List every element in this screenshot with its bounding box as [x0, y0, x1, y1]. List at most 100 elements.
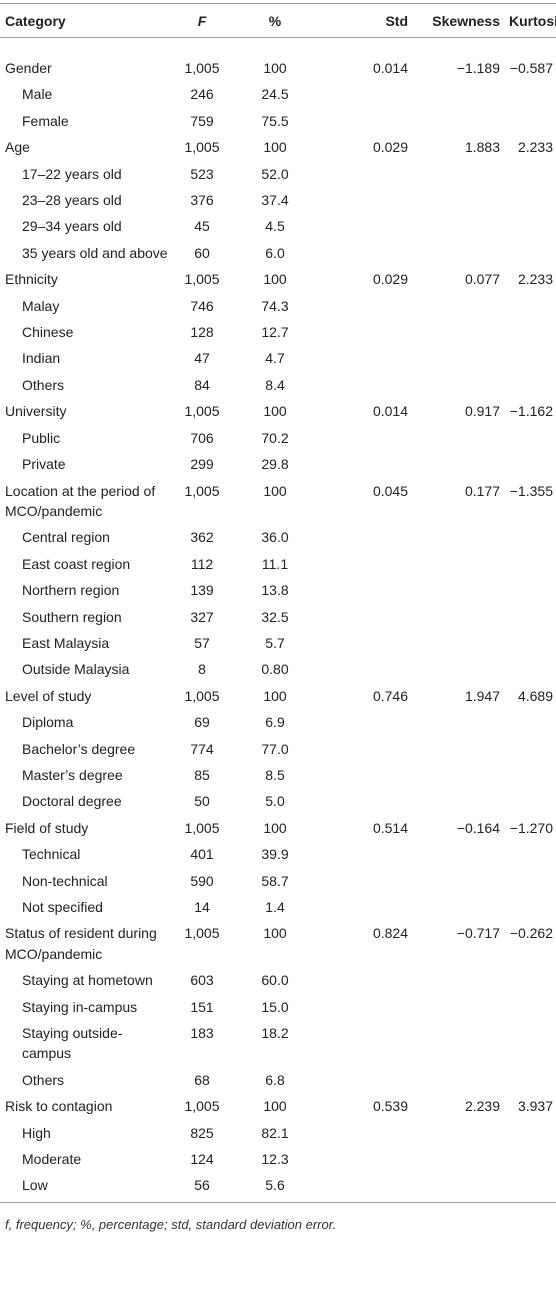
- value-cell: 100: [263, 139, 287, 156]
- empty-cell: [505, 762, 556, 788]
- empty-cell: [505, 894, 556, 920]
- value-cell: 85: [194, 766, 210, 783]
- category-cell: Age: [5, 139, 30, 156]
- item-row: Low 56 5.6: [0, 1172, 556, 1203]
- empty-cell: [505, 108, 556, 134]
- item-row: East Malaysia 57 5.7: [0, 630, 556, 656]
- category-cell: 23–28 years old: [22, 192, 122, 209]
- category-cell: Others: [22, 376, 65, 393]
- empty-cell: [318, 577, 415, 603]
- category-cell: Low: [0, 1172, 172, 1203]
- value-cell: 100: [263, 403, 287, 420]
- category-cell: Moderate: [22, 1151, 82, 1168]
- header-cell: Skewness: [415, 3, 505, 38]
- empty-cell: [415, 577, 505, 603]
- empty-cell: [505, 161, 556, 187]
- value-cell: 8.5: [265, 766, 285, 783]
- group-row: Risk to contagion 1,005 100 0.539 2.239 3.937: [0, 1093, 556, 1119]
- empty-cell: [318, 630, 415, 656]
- value-cell: 759: [190, 112, 214, 129]
- item-row: 17–22 years old 523 52.0: [0, 161, 556, 187]
- empty-cell: [318, 788, 415, 814]
- value-cell: 2.233: [517, 139, 553, 156]
- value-cell: −1.355: [509, 482, 553, 499]
- category-cell: Northern region: [22, 582, 120, 599]
- category-cell: Outside Malaysia: [22, 661, 130, 678]
- category-cell: Bachelor’s degree: [22, 740, 136, 757]
- category-cell: Chinese: [22, 324, 74, 341]
- header-cell: %: [232, 3, 318, 38]
- value-cell: 32.5: [261, 608, 289, 625]
- empty-cell: [318, 319, 415, 345]
- value-cell: 1,005: [184, 139, 220, 156]
- item-row: Chinese 128 12.7: [0, 319, 556, 345]
- empty-cell: [415, 894, 505, 920]
- value-cell: 246: [190, 86, 214, 103]
- value-cell: 100: [263, 1098, 287, 1115]
- value-cell: 746: [190, 297, 214, 314]
- value-cell: 100: [263, 482, 287, 499]
- item-row: Others 68 6.8: [0, 1067, 556, 1093]
- header-cell: Category: [0, 3, 172, 38]
- value-cell: 74.3: [261, 297, 289, 314]
- category-cell: Private: [22, 456, 66, 473]
- category-cell: Staying in-campus: [22, 998, 138, 1015]
- empty-cell: [318, 1020, 415, 1067]
- empty-cell: [318, 551, 415, 577]
- empty-cell: [505, 604, 556, 630]
- empty-cell: [415, 788, 505, 814]
- group-row: Age 1,005 100 0.029 1.883 2.233: [0, 134, 556, 160]
- value-cell: 39.9: [261, 846, 289, 863]
- value-cell: −0.262: [509, 925, 553, 942]
- empty-cell: [415, 967, 505, 993]
- empty-cell: [415, 425, 505, 451]
- value-cell: −0.717: [456, 925, 500, 942]
- category-cell: 35 years old and above: [22, 244, 168, 261]
- empty-cell: [318, 1120, 415, 1146]
- empty-cell: [318, 108, 415, 134]
- empty-cell: [415, 1172, 505, 1203]
- value-cell: 0.177: [464, 482, 500, 499]
- value-cell: 1,005: [184, 819, 220, 836]
- group-row: University 1,005 100 0.014 0.917 −1.162: [0, 398, 556, 424]
- value-cell: 2.233: [517, 271, 553, 288]
- value-cell: 8: [198, 661, 206, 678]
- category-cell: Staying at hometown: [22, 972, 153, 989]
- value-cell: 0.077: [464, 271, 500, 288]
- value-cell: 58.7: [261, 872, 289, 889]
- item-row: 29–34 years old 45 4.5: [0, 213, 556, 239]
- value-cell: 5.6: [232, 1172, 318, 1203]
- item-row: Not specified 14 1.4: [0, 894, 556, 920]
- empty-cell: [415, 762, 505, 788]
- empty-cell: [415, 841, 505, 867]
- footnote: f, frequency; %, percentage; std, standa…: [5, 1216, 337, 1232]
- item-row: Public 706 70.2: [0, 425, 556, 451]
- empty-cell: [318, 868, 415, 894]
- item-row: Moderate 124 12.3: [0, 1146, 556, 1172]
- category-cell: Public: [22, 429, 61, 446]
- empty-cell: [505, 630, 556, 656]
- empty-cell: [318, 604, 415, 630]
- value-cell: 0.539: [372, 1098, 408, 1115]
- empty-cell: [318, 425, 415, 451]
- empty-cell: [505, 345, 556, 371]
- value-cell: 100: [263, 687, 287, 704]
- item-row: Doctoral degree 50 5.0: [0, 788, 556, 814]
- value-cell: 401: [190, 846, 214, 863]
- value-cell: 100: [263, 60, 287, 76]
- empty-cell: [318, 161, 415, 187]
- value-cell: 57: [194, 634, 210, 651]
- value-cell: 14: [194, 899, 210, 915]
- category-cell: Technical: [22, 846, 81, 863]
- category-cell: High: [22, 1124, 51, 1141]
- item-row: Staying in-campus 151 15.0: [0, 994, 556, 1020]
- category-cell: Gender: [5, 60, 52, 76]
- empty-cell: [505, 656, 556, 682]
- empty-cell: [505, 577, 556, 603]
- empty-cell: [415, 1146, 505, 1172]
- empty-cell: [318, 187, 415, 213]
- empty-cell: [415, 451, 505, 477]
- category-cell: Not specified: [22, 899, 103, 915]
- value-cell: 0.746: [372, 687, 408, 704]
- empty-cell: [415, 1067, 505, 1093]
